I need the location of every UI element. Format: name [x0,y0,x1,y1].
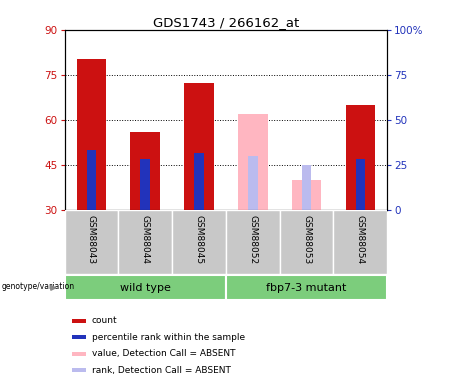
Bar [355,159,365,210]
Bar [65,210,118,274]
Bar [226,210,280,274]
Bar [248,156,258,210]
Title: GDS1743 / 266162_at: GDS1743 / 266162_at [153,16,299,29]
Text: rank, Detection Call = ABSENT: rank, Detection Call = ABSENT [92,366,230,375]
Text: genotype/variation: genotype/variation [1,282,74,291]
Bar [65,275,226,300]
Bar [292,180,321,210]
Text: GSM88053: GSM88053 [302,215,311,264]
Text: percentile rank within the sample: percentile rank within the sample [92,333,245,342]
Bar [72,319,86,323]
Bar [280,210,333,274]
Bar [72,368,86,372]
Bar [130,132,160,210]
Bar [184,82,214,210]
Bar [346,105,375,210]
Bar [72,352,86,356]
Bar [226,275,387,300]
Text: fbp7-3 mutant: fbp7-3 mutant [266,283,347,293]
Text: GSM88054: GSM88054 [356,215,365,264]
Text: wild type: wild type [120,283,171,293]
Bar [87,150,96,210]
Text: value, Detection Call = ABSENT: value, Detection Call = ABSENT [92,349,235,358]
Bar [194,153,204,210]
Bar [238,114,267,210]
Text: GSM88045: GSM88045 [195,215,203,264]
Bar [72,335,86,339]
Text: GSM88043: GSM88043 [87,215,96,264]
Bar [140,159,150,210]
Text: GSM88052: GSM88052 [248,215,257,264]
Text: count: count [92,316,117,326]
Bar [333,210,387,274]
Bar [77,58,106,210]
Bar [118,210,172,274]
Text: GSM88044: GSM88044 [141,215,150,264]
Bar [172,210,226,274]
Bar [301,165,311,210]
